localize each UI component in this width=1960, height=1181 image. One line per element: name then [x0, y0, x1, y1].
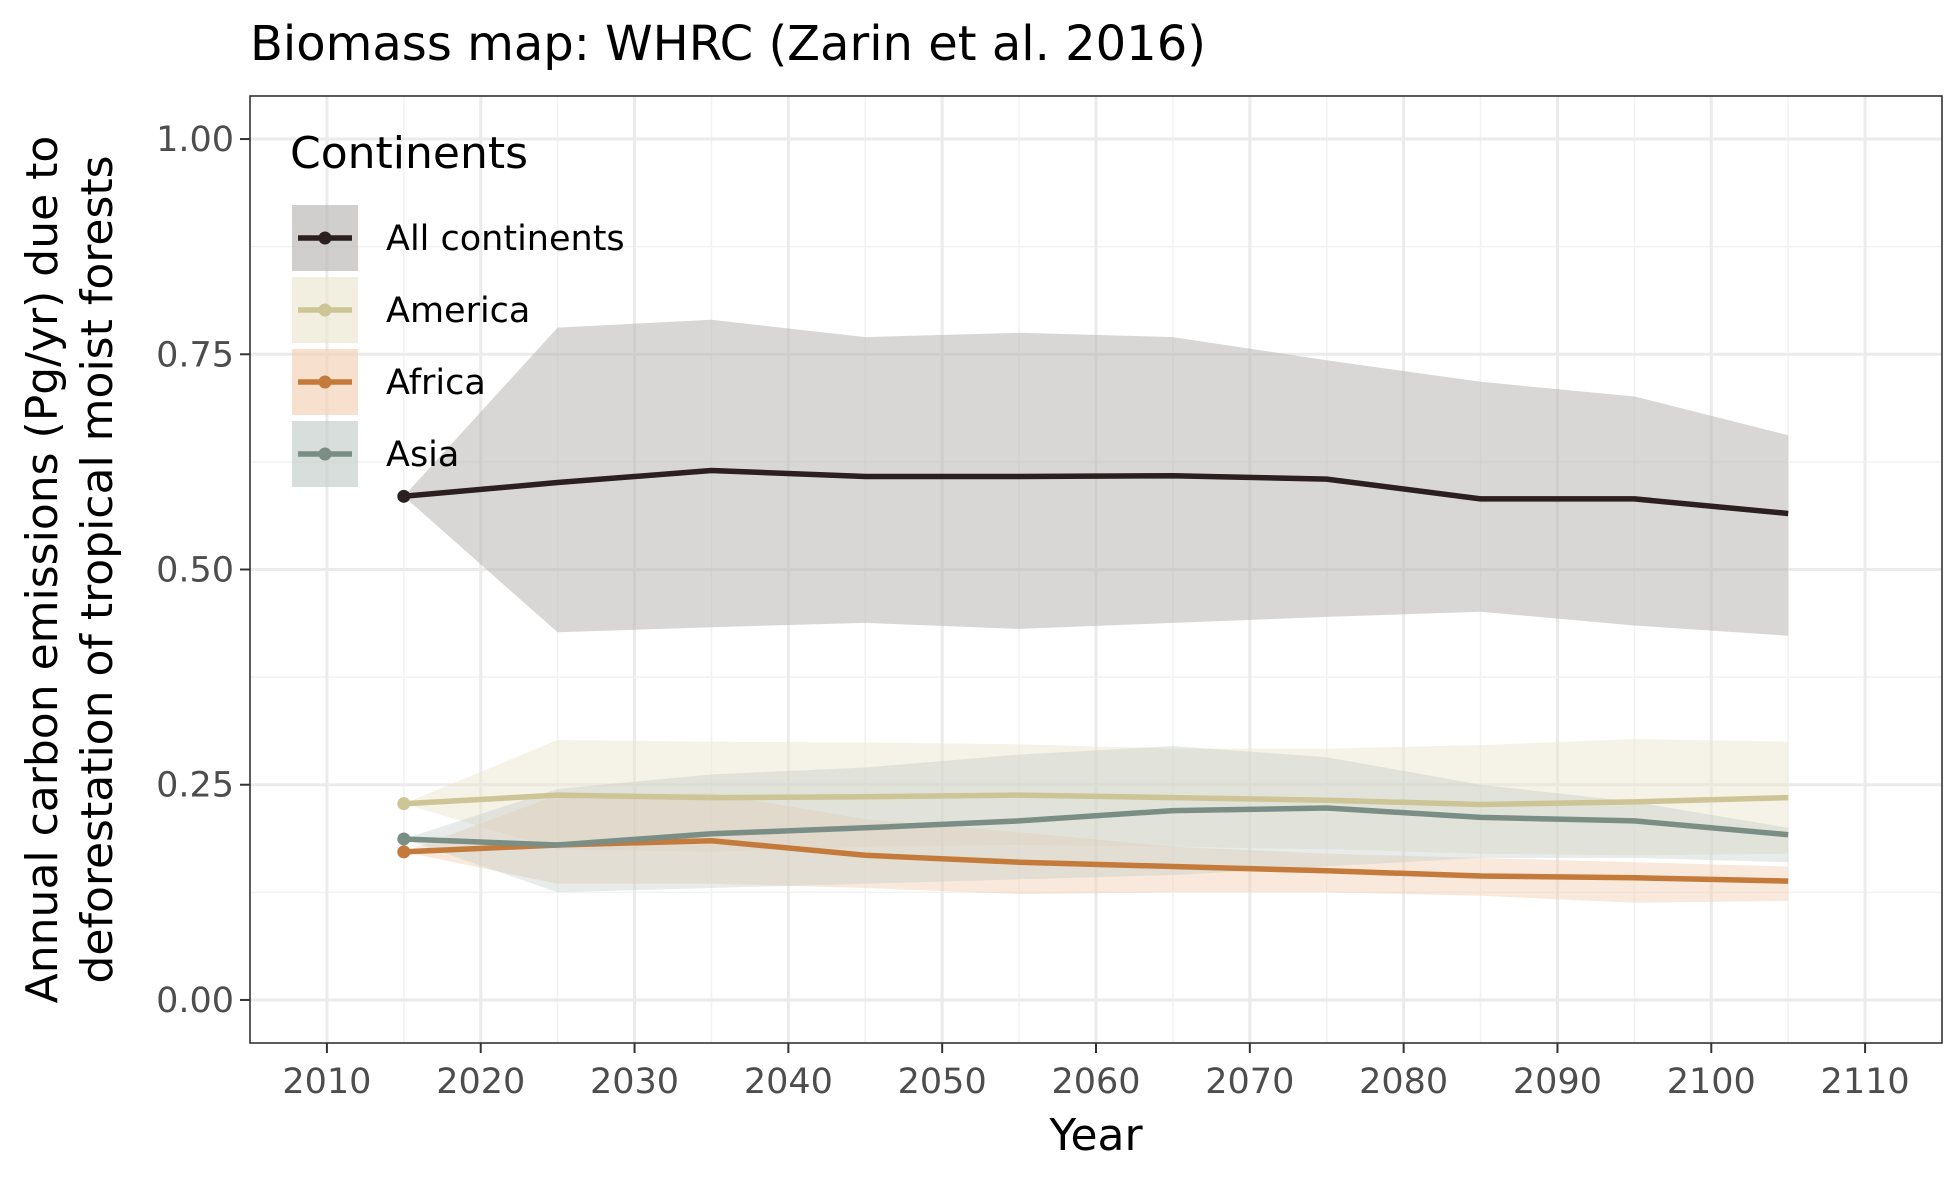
- y-axis-ticks: 0.00 0.25 0.50 0.75 1.00: [156, 120, 250, 1021]
- chart-title: Biomass map: WHRC (Zarin et al. 2016): [250, 16, 1206, 72]
- legend-label-africa: Africa: [386, 363, 486, 403]
- line-africa: [403, 837, 1789, 884]
- x-tick-label: 2110: [1821, 1062, 1910, 1102]
- line-all-continents: [403, 467, 1789, 517]
- x-axis-ticks: 2010 2020 2030 2040 2050 2060 2070 2080 2090 2100…: [282, 1043, 1910, 1102]
- series-lines: [403, 467, 1789, 884]
- x-tick-label: 2030: [590, 1062, 679, 1102]
- x-tick-label: 2070: [1205, 1062, 1294, 1102]
- y-axis-title: Annual carbon emissions (Pg/yr) due to d…: [17, 136, 123, 1004]
- legend-title: Continents: [290, 128, 528, 179]
- line-asia: [403, 805, 1789, 848]
- legend-key-point-africa: [318, 375, 332, 389]
- y-axis-title-line-2: deforestation of tropical moist forests: [72, 155, 123, 983]
- legend-label-america: America: [386, 291, 530, 331]
- legend-key-point-asia: [318, 447, 332, 461]
- x-tick-label: 2020: [436, 1062, 525, 1102]
- y-tick-label: 0.50: [156, 551, 234, 591]
- point-america: [397, 797, 411, 811]
- x-tick-label: 2010: [282, 1062, 371, 1102]
- x-tick-label: 2080: [1359, 1062, 1448, 1102]
- y-tick-label: 0.00: [156, 981, 234, 1021]
- point-all-continents: [397, 489, 411, 503]
- y-tick-label: 1.00: [156, 120, 234, 160]
- legend: Continents All continents America Africa As…: [290, 128, 625, 487]
- line-america: [403, 792, 1789, 808]
- x-axis-title: Year: [1048, 1110, 1143, 1161]
- x-tick-label: 2050: [898, 1062, 987, 1102]
- x-tick-label: 2100: [1667, 1062, 1756, 1102]
- band-asia: [403, 746, 1789, 893]
- x-tick-label: 2090: [1513, 1062, 1602, 1102]
- legend-key-point-america: [318, 303, 332, 317]
- x-tick-label: 2060: [1051, 1062, 1140, 1102]
- x-tick-label: 2040: [744, 1062, 833, 1102]
- y-tick-label: 0.75: [156, 335, 234, 375]
- y-axis-title-line-1: Annual carbon emissions (Pg/yr) due to: [17, 136, 68, 1004]
- legend-label-all-continents: All continents: [386, 219, 625, 259]
- legend-key-point-all-continents: [318, 231, 332, 245]
- point-africa: [397, 845, 411, 859]
- legend-label-asia: Asia: [386, 435, 459, 475]
- y-tick-label: 0.25: [156, 766, 234, 806]
- series-start-points: [397, 489, 411, 859]
- point-asia: [397, 832, 411, 846]
